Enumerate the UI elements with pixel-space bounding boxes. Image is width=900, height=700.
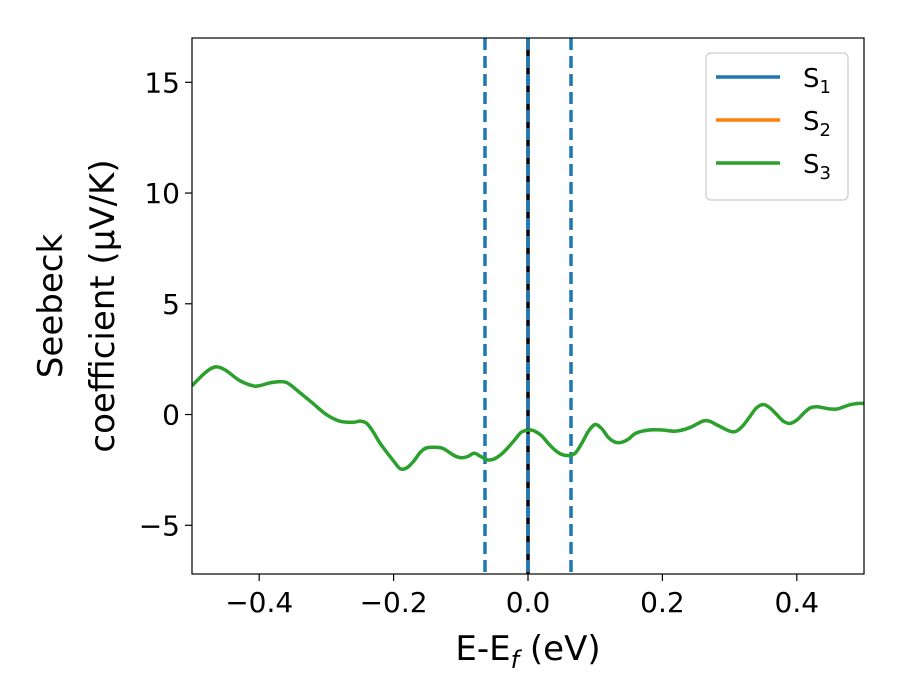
y-axis-label-line2: coefficient (μV/K) bbox=[83, 159, 123, 452]
x-axis-label-main: E-E bbox=[455, 629, 510, 669]
x-tick-label: −0.4 bbox=[225, 586, 293, 619]
plot-content bbox=[192, 38, 864, 574]
x-tick-label: 0.4 bbox=[775, 586, 820, 619]
legend: S1 S2 S3 bbox=[705, 52, 849, 201]
legend-label: S2 bbox=[803, 107, 831, 141]
x-axis-ticks: −0.4 −0.2 0.0 0.2 0.4 bbox=[225, 574, 819, 619]
y-tick-label: 15 bbox=[144, 66, 180, 99]
legend-label: S3 bbox=[803, 150, 831, 184]
y-tick-label: 10 bbox=[144, 177, 180, 210]
x-axis-label-tail: (eV) bbox=[519, 629, 601, 669]
y-axis-label: Seebeck coefficient (μV/K) bbox=[31, 159, 123, 452]
series-layer bbox=[192, 365, 864, 472]
y-tick-label: 0 bbox=[162, 399, 180, 432]
reference-lines bbox=[483, 38, 573, 574]
y-axis-ticks: −5 0 5 10 15 bbox=[139, 66, 192, 542]
series-line-s3 bbox=[192, 365, 864, 472]
legend-label: S1 bbox=[803, 64, 831, 98]
x-tick-label: −0.2 bbox=[360, 586, 428, 619]
y-axis-label-line1: Seebeck bbox=[31, 234, 71, 379]
x-tick-label: 0.0 bbox=[506, 586, 551, 619]
x-axis-label: E-Ef (eV) bbox=[455, 629, 600, 674]
y-tick-label: 5 bbox=[162, 288, 180, 321]
y-tick-label: −5 bbox=[139, 509, 180, 542]
x-tick-label: 0.2 bbox=[640, 586, 685, 619]
